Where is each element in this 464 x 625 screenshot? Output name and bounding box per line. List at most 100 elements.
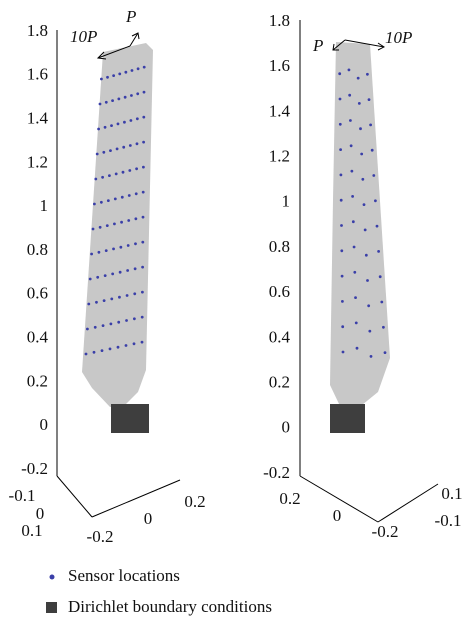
sensor	[143, 66, 146, 69]
sensor	[117, 98, 120, 101]
sensor	[376, 225, 379, 228]
blade	[330, 42, 390, 406]
sensor	[118, 296, 121, 299]
sensor	[136, 117, 139, 120]
sensor	[361, 178, 364, 181]
z-tick-label: -0.2	[263, 463, 290, 482]
z-tick-label: 1.8	[269, 11, 290, 30]
sensor	[108, 174, 111, 177]
sensor	[102, 151, 105, 154]
load-label: 10P	[385, 28, 412, 47]
sensor	[87, 303, 90, 306]
sensor	[119, 271, 122, 274]
sensor	[85, 353, 88, 356]
sensor	[359, 127, 362, 130]
z-tick-label: 0.8	[269, 237, 290, 256]
sensor	[137, 67, 140, 70]
z-tick-label: 0.4	[27, 328, 49, 347]
sensor	[340, 199, 343, 202]
sensor	[136, 92, 139, 95]
z-tick-label: 0.8	[27, 240, 48, 259]
x-tick-label: -0.2	[372, 522, 399, 541]
sensor	[134, 217, 137, 220]
sensor	[106, 224, 109, 227]
sensor	[342, 351, 345, 354]
sensor	[340, 174, 343, 177]
sensor	[105, 101, 108, 104]
sensor	[110, 124, 113, 127]
sensor	[141, 241, 144, 244]
sensor	[124, 96, 127, 99]
sensor	[355, 322, 358, 325]
z-tick-label: 1	[282, 192, 291, 211]
sensor	[118, 73, 121, 76]
sensor	[131, 69, 134, 72]
sensor	[340, 249, 343, 252]
x-tick-label: 0.1	[21, 521, 42, 540]
sensor	[126, 269, 129, 272]
sensor	[122, 146, 125, 149]
sensor	[363, 203, 366, 206]
sensor	[93, 351, 96, 354]
sensor	[384, 351, 387, 354]
sensor	[98, 251, 101, 254]
z-tick-label: 1.8	[27, 21, 48, 40]
sensor	[124, 71, 127, 74]
sensor	[371, 149, 374, 152]
z-tick-label: 1.6	[269, 56, 290, 75]
sensor	[367, 304, 370, 307]
y-axis	[92, 480, 180, 517]
sensor	[109, 149, 112, 152]
sensor	[116, 148, 119, 151]
z-tick-label: 1.2	[269, 147, 290, 166]
sensor	[374, 199, 377, 202]
sensor	[107, 199, 110, 202]
z-tick-label: 0.2	[27, 371, 48, 390]
sensor	[104, 274, 107, 277]
z-tick-label: 1.2	[27, 152, 48, 171]
sensor	[377, 250, 380, 253]
z-tick-label: 1	[40, 196, 49, 215]
sensor	[142, 216, 145, 219]
sensor	[117, 123, 120, 126]
z-tick-label: 1.6	[27, 65, 48, 84]
sensor	[89, 278, 92, 281]
sensor	[348, 69, 351, 72]
sensor	[94, 178, 97, 181]
load-label: 10P	[70, 27, 97, 46]
sensor	[353, 246, 356, 249]
sensor	[121, 196, 124, 199]
sensor	[368, 98, 371, 101]
sensor	[338, 72, 341, 75]
sensor	[128, 194, 131, 197]
sensor	[360, 153, 363, 156]
x-tick-label: 0.2	[279, 489, 300, 508]
z-tick-label: 0.4	[269, 327, 291, 346]
sensor	[100, 78, 103, 81]
x-tick-label: 0	[333, 506, 342, 525]
sensor	[356, 347, 359, 350]
sensor	[369, 124, 372, 127]
sensor	[382, 326, 385, 329]
sensor	[123, 121, 126, 124]
sensor	[99, 226, 102, 229]
sensor	[109, 348, 112, 351]
y-tick-label: 0.2	[184, 492, 205, 511]
load-label: P	[312, 36, 323, 55]
sensor	[368, 330, 371, 333]
sensor	[101, 176, 104, 179]
sensor	[143, 91, 146, 94]
z-tick-label: 0.6	[269, 282, 290, 301]
sensor	[133, 317, 136, 320]
sensor	[366, 73, 369, 76]
sensor	[103, 299, 106, 302]
sensor	[133, 292, 136, 295]
sensor	[120, 221, 123, 224]
sensor	[126, 294, 129, 297]
sensor	[141, 341, 144, 344]
sensor	[352, 220, 355, 223]
sensor	[94, 326, 97, 329]
sensor	[370, 355, 373, 358]
y-tick-label: -0.2	[87, 527, 114, 546]
z-tick-label: -0.2	[21, 459, 48, 478]
